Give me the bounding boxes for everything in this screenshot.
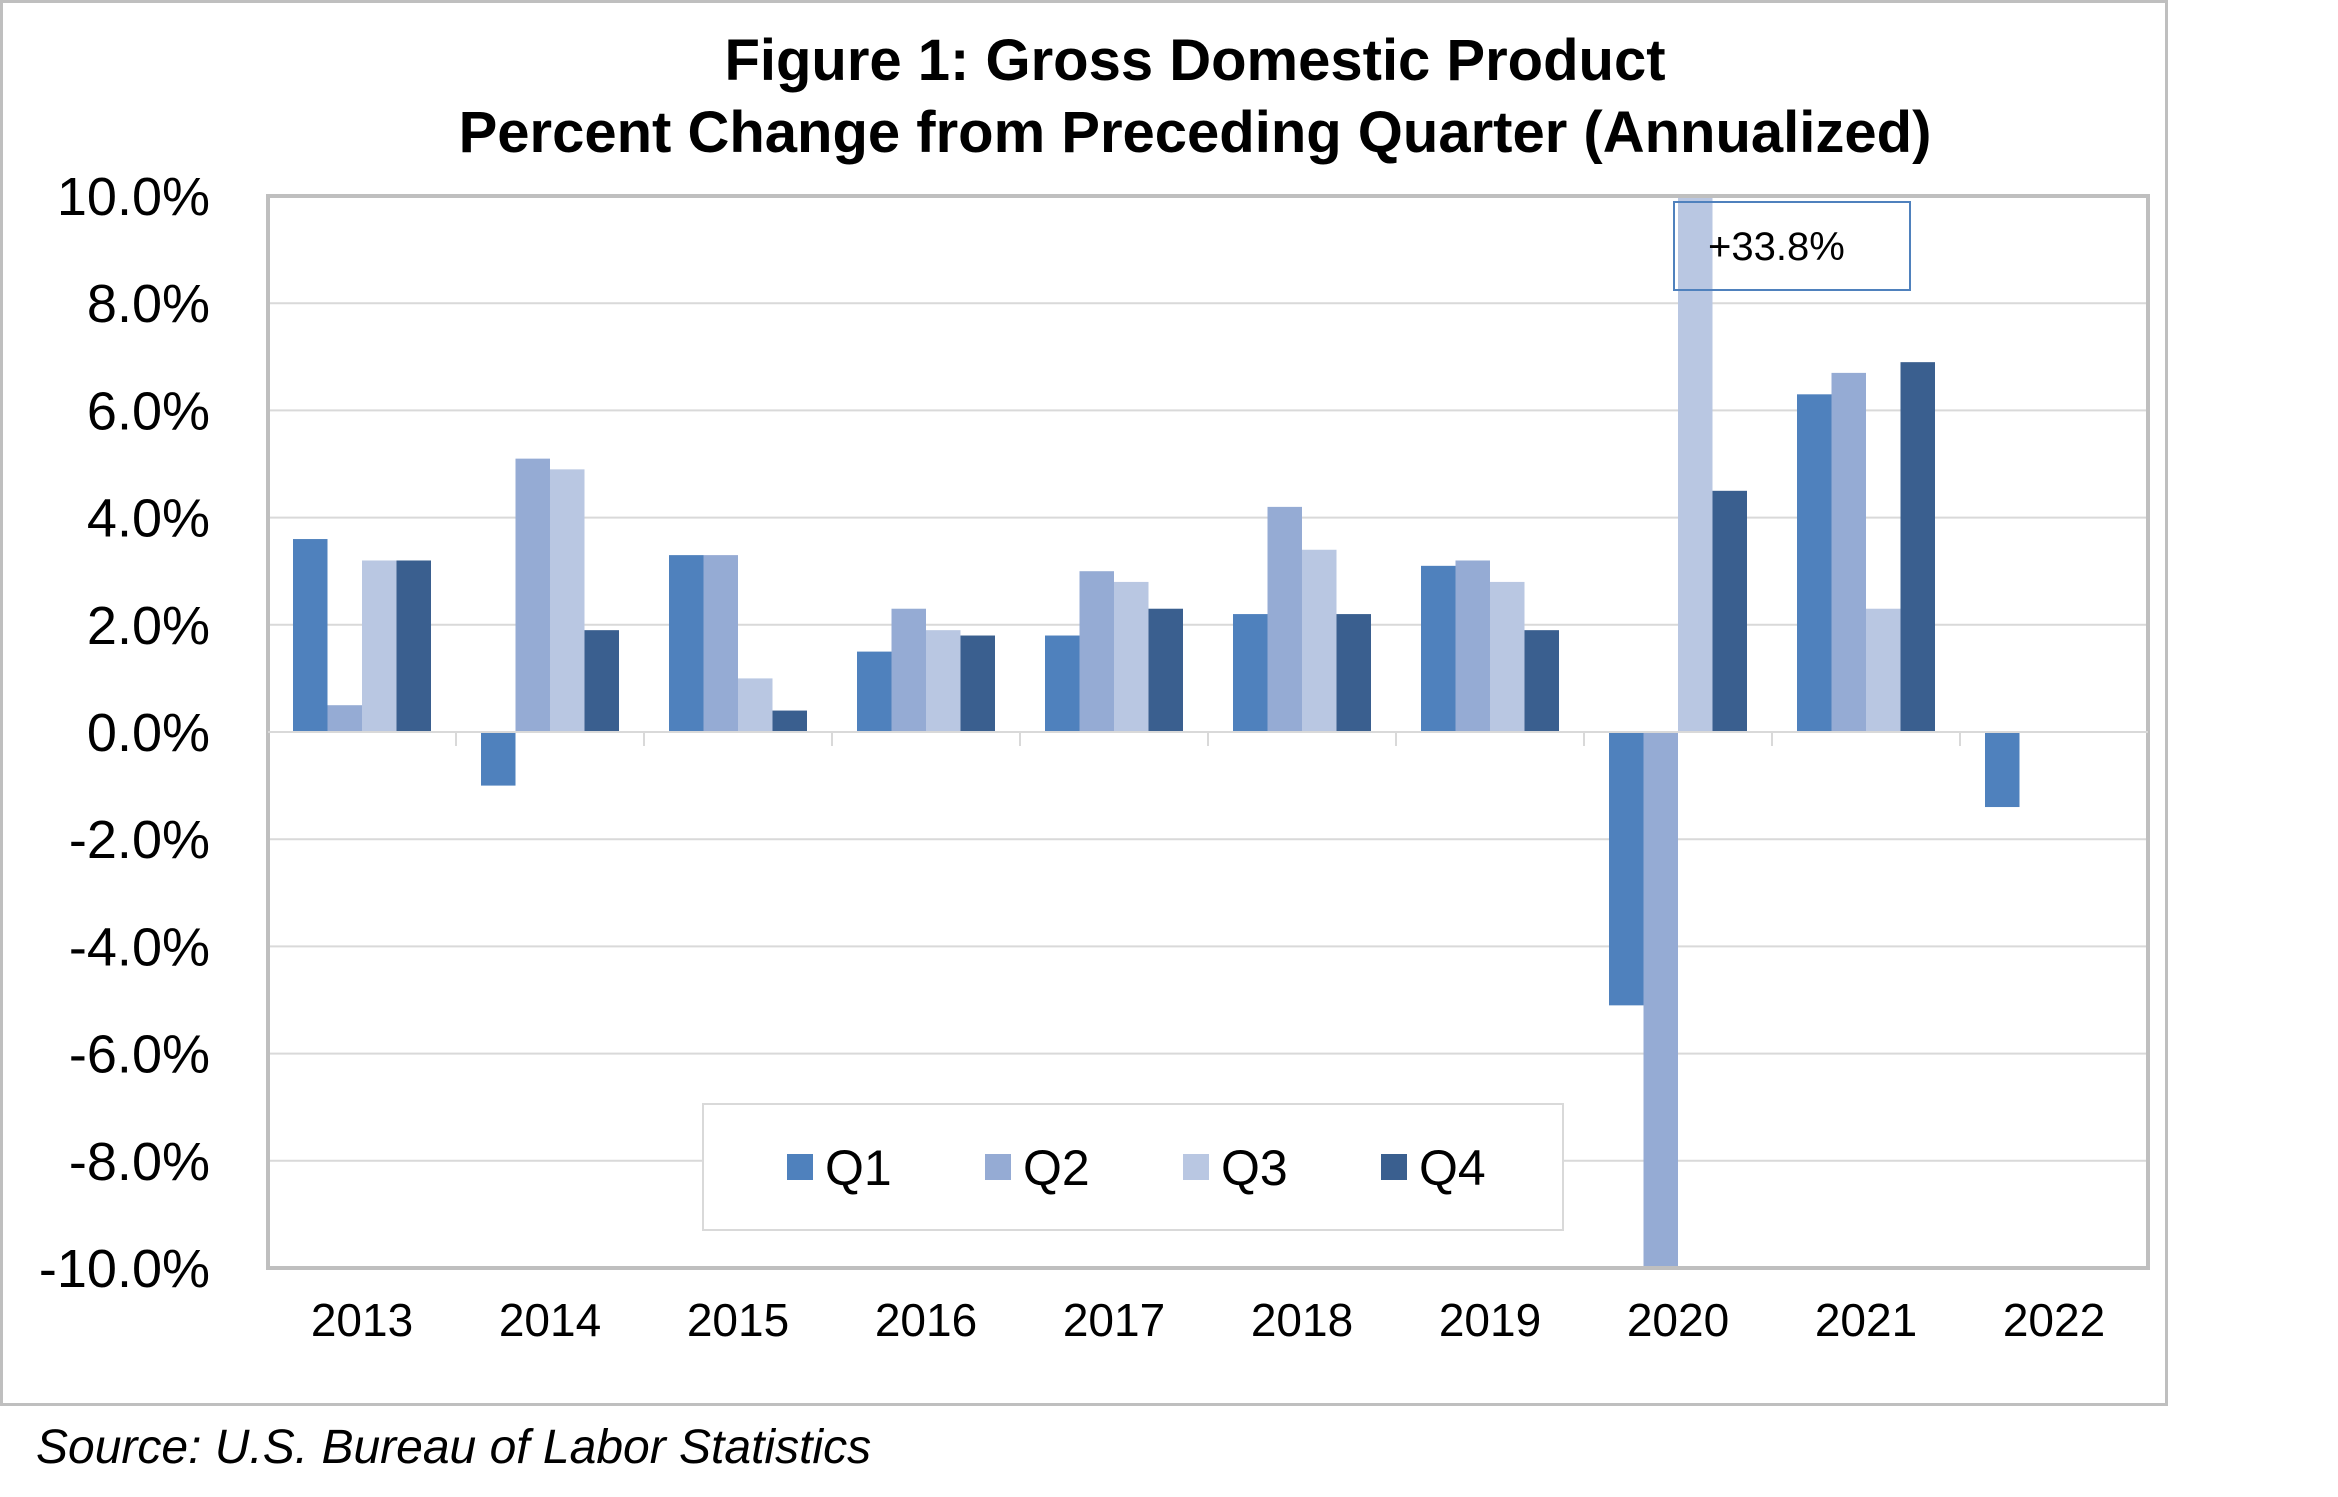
y-tick-label: 2.0% bbox=[87, 596, 210, 656]
bar-q3-2015 bbox=[738, 678, 773, 732]
legend-box bbox=[702, 1103, 1564, 1231]
y-tick-label: -8.0% bbox=[69, 1132, 210, 1192]
x-tick-label: 2017 bbox=[1063, 1294, 1165, 1346]
x-tick-label: 2016 bbox=[875, 1294, 977, 1346]
bar-q4-2013 bbox=[396, 560, 431, 732]
bar-q3-2020 bbox=[1678, 196, 1713, 732]
annotation-box bbox=[1673, 201, 1911, 291]
bar-q4-2016 bbox=[960, 635, 995, 732]
bar-q3-2014 bbox=[550, 469, 585, 732]
y-tick-label: 8.0% bbox=[87, 274, 210, 334]
x-tick-label: 2022 bbox=[2003, 1294, 2105, 1346]
bar-q1-2020 bbox=[1609, 732, 1644, 1006]
bar-q3-2016 bbox=[926, 630, 961, 732]
bar-q1-2013 bbox=[293, 539, 328, 732]
bar-q4-2015 bbox=[772, 710, 807, 732]
bar-q4-2018 bbox=[1336, 614, 1371, 732]
y-tick-label: 10.0% bbox=[57, 167, 210, 227]
bar-q2-2015 bbox=[703, 555, 738, 732]
bar-q3-2021 bbox=[1866, 608, 1901, 732]
bar-q2-2016 bbox=[891, 608, 926, 732]
bar-q2-2020 bbox=[1643, 732, 1678, 1268]
bar-q1-2016 bbox=[857, 651, 892, 732]
chart-title: Figure 1: Gross Domestic Product bbox=[724, 28, 1665, 93]
x-tick-label: 2015 bbox=[687, 1294, 789, 1346]
legend-swatch-q2 bbox=[985, 1154, 1011, 1180]
x-tick-label: 2014 bbox=[499, 1294, 601, 1346]
legend-swatch-q4 bbox=[1381, 1154, 1407, 1180]
bar-q2-2018 bbox=[1267, 506, 1302, 732]
annotation-callout: +33.8% bbox=[1673, 201, 1911, 291]
y-tick-label: -10.0% bbox=[39, 1239, 210, 1299]
legend-label-q4: Q4 bbox=[1419, 1140, 1486, 1196]
bar-q1-2022 bbox=[1985, 732, 2020, 808]
bar-q1-2017 bbox=[1045, 635, 1080, 732]
axes: 10.0% 8.0% 6.0% 4.0% 2.0% 0.0% -2.0% -4.0% -6.0%… bbox=[39, 167, 2150, 1346]
bar-q3-2018 bbox=[1302, 549, 1337, 732]
y-tick-label: 0.0% bbox=[87, 703, 210, 763]
bar-q2-2014 bbox=[515, 458, 550, 732]
legend-label-q2: Q2 bbox=[1023, 1140, 1090, 1196]
bars bbox=[293, 196, 2020, 1268]
bar-q1-2021 bbox=[1797, 394, 1832, 732]
legend-label-q1: Q1 bbox=[825, 1140, 892, 1196]
y-tick-label: -6.0% bbox=[69, 1025, 210, 1085]
bar-q4-2019 bbox=[1524, 630, 1559, 732]
bar-q1-2018 bbox=[1233, 614, 1268, 732]
y-tick-label: 6.0% bbox=[87, 381, 210, 441]
x-tick-label: 2020 bbox=[1627, 1294, 1729, 1346]
source-note: Source: U.S. Bureau of Labor Statistics bbox=[36, 1421, 872, 1474]
bar-q2-2013 bbox=[327, 705, 362, 732]
annotation-label: +33.8% bbox=[1708, 225, 1845, 269]
y-tick-label: -4.0% bbox=[69, 917, 210, 977]
bar-q2-2021 bbox=[1831, 372, 1866, 732]
legend-swatch-q3 bbox=[1183, 1154, 1209, 1180]
bar-q4-2021 bbox=[1900, 362, 1935, 732]
bar-q1-2015 bbox=[669, 555, 704, 732]
bar-q2-2017 bbox=[1079, 571, 1114, 732]
y-tick-label: -2.0% bbox=[69, 810, 210, 870]
bar-q1-2019 bbox=[1421, 565, 1456, 732]
x-tick-label: 2013 bbox=[311, 1294, 413, 1346]
bar-q1-2014 bbox=[481, 732, 516, 786]
x-tick-label: 2019 bbox=[1439, 1294, 1541, 1346]
x-tick-label: 2021 bbox=[1815, 1294, 1917, 1346]
bar-q3-2019 bbox=[1490, 581, 1525, 732]
bar-q4-2020 bbox=[1712, 490, 1747, 732]
bar-q3-2013 bbox=[362, 560, 397, 732]
bar-q2-2019 bbox=[1455, 560, 1490, 732]
chart-subtitle: Percent Change from Preceding Quarter (A… bbox=[459, 100, 1932, 165]
bar-q4-2017 bbox=[1148, 608, 1183, 732]
legend-swatch-q1 bbox=[787, 1154, 813, 1180]
x-tick-label: 2018 bbox=[1251, 1294, 1353, 1346]
bar-q3-2017 bbox=[1114, 581, 1149, 732]
y-tick-label: 4.0% bbox=[87, 489, 210, 549]
legend-label-q3: Q3 bbox=[1221, 1140, 1288, 1196]
bar-q4-2014 bbox=[584, 630, 619, 732]
legend: Q1 Q2 Q3 Q4 bbox=[702, 1103, 1564, 1231]
